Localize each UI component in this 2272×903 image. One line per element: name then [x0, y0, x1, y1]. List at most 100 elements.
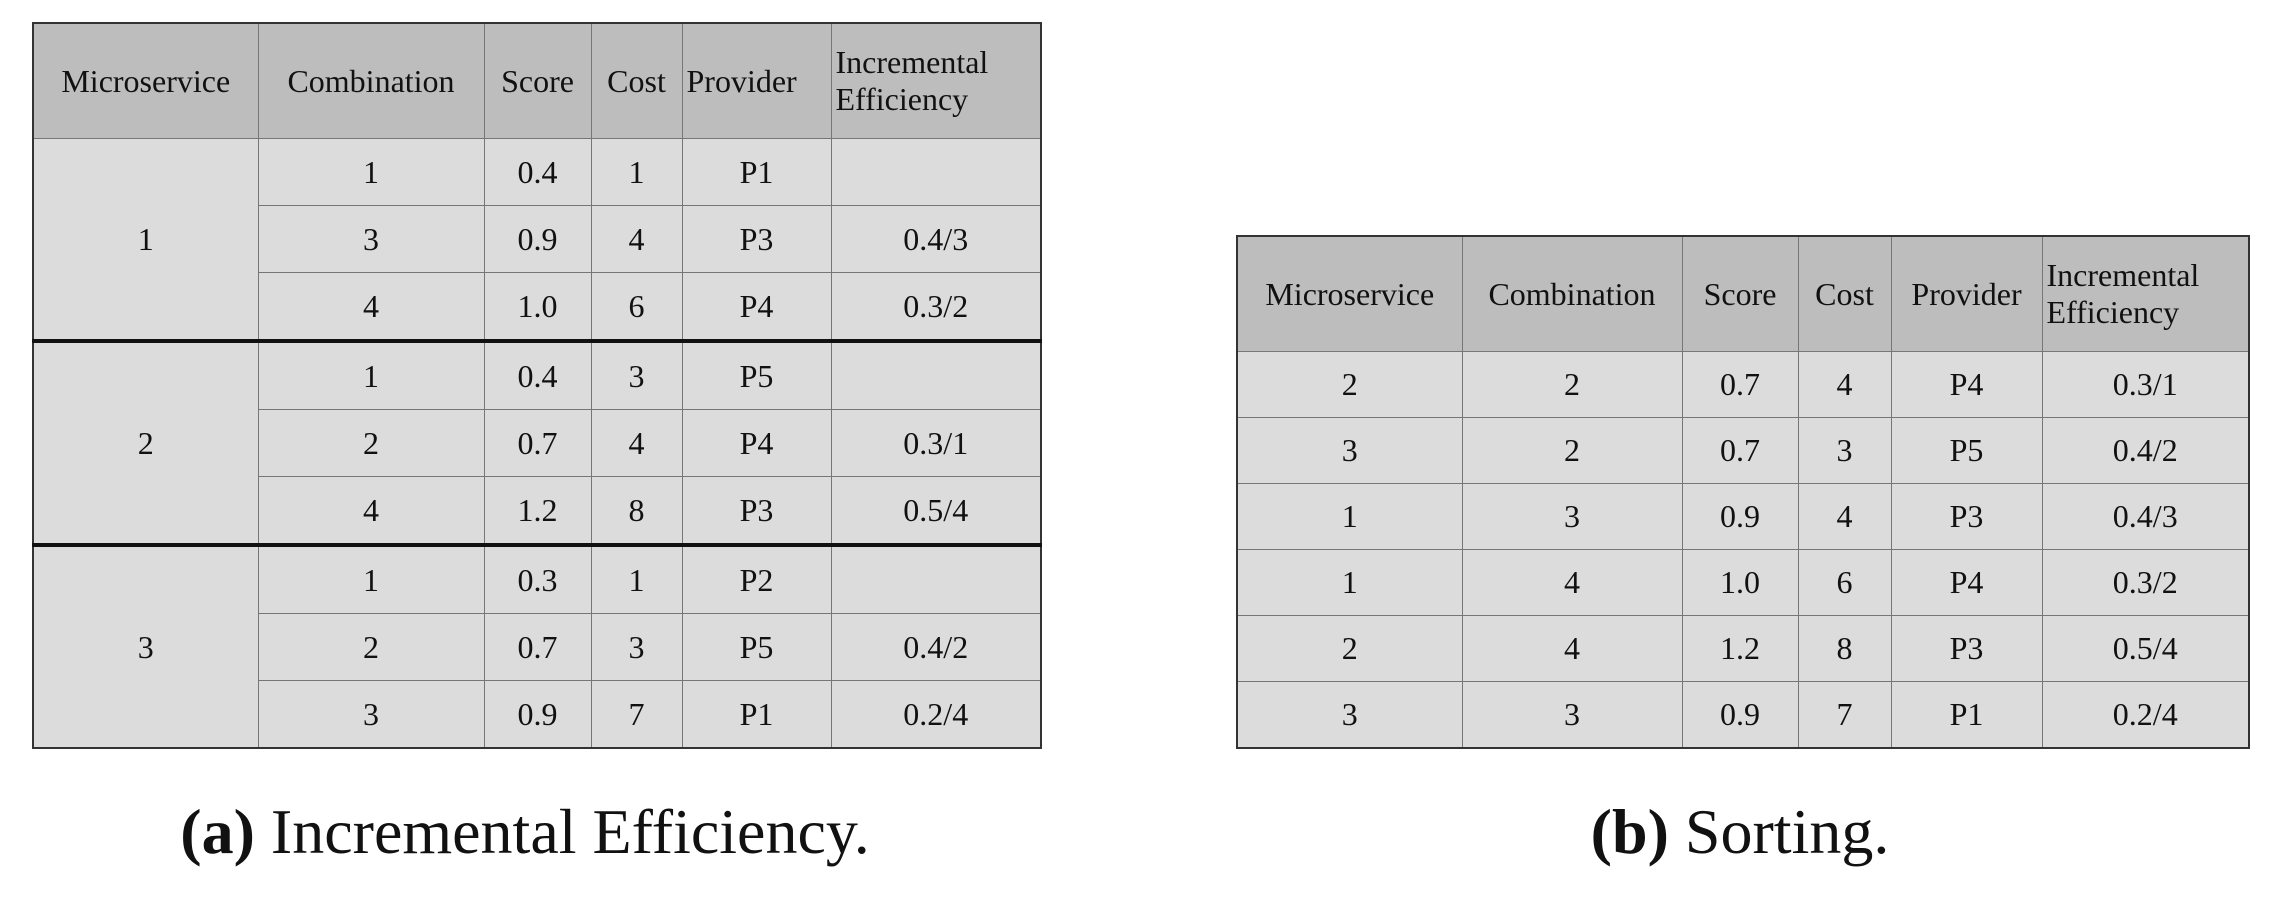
cell: 3	[1461, 681, 1683, 749]
cell: 2	[1236, 615, 1463, 682]
microservice-cell: 1	[32, 138, 259, 342]
cell: 0.3/1	[830, 409, 1042, 477]
cell: 4	[590, 205, 683, 273]
row: 2 4 1.2 8 P3 0.5/4	[1236, 615, 2250, 682]
cell: 1.0	[1681, 549, 1799, 616]
cell: 6	[1797, 549, 1892, 616]
cell: P1	[681, 680, 832, 749]
cell: 0.5/4	[2041, 615, 2250, 682]
header-row: Microservice Combination Score Cost Provider…	[1236, 235, 2250, 352]
cell: 0.4/2	[2041, 417, 2250, 484]
cell: P4	[681, 272, 832, 342]
cell: 3	[1236, 681, 1463, 749]
caption-label: (b)	[1590, 796, 1669, 867]
caption-a: (a) Incremental Efficiency.	[180, 795, 869, 869]
cell: 1	[257, 138, 485, 206]
cell: 8	[1797, 615, 1892, 682]
cell: 0.9	[1681, 681, 1799, 749]
cell: 0.9	[483, 205, 592, 273]
cell: 6	[590, 272, 683, 342]
cell: 1	[590, 543, 683, 614]
cell: 0.7	[1681, 351, 1799, 418]
cell: P3	[681, 205, 832, 273]
caption-text: Sorting.	[1684, 796, 1890, 867]
cell	[830, 543, 1042, 614]
header-cell: Score	[483, 22, 592, 139]
cell: P5	[681, 339, 832, 410]
cell: P4	[681, 409, 832, 477]
cell: 4	[1797, 351, 1892, 418]
cell: 3	[257, 680, 485, 749]
cell: P5	[681, 613, 832, 681]
row: 4 1.2 8 P3 0.5/4	[33, 476, 1042, 546]
cell: 0.4/3	[830, 205, 1042, 273]
header-cell: Microservice	[1236, 235, 1463, 352]
header-cell: Provider	[1890, 235, 2043, 352]
header-cell: Incremental Efficiency	[830, 22, 1042, 139]
table-b: Microservice Combination Score Cost Provider…	[1236, 235, 2250, 749]
cell: P1	[1890, 681, 2043, 749]
cell: 1	[257, 543, 485, 614]
cell: 0.3/2	[2041, 549, 2250, 616]
cell: P4	[1890, 351, 2043, 418]
header-cell: Provider	[681, 22, 832, 139]
cell: P5	[1890, 417, 2043, 484]
cell: 3	[590, 339, 683, 410]
cell: 0.5/4	[830, 476, 1042, 546]
cell: 4	[1461, 615, 1683, 682]
cell: 3	[1461, 483, 1683, 550]
cell: 2	[1461, 417, 1683, 484]
row: 2 2 0.7 4 P4 0.3/1	[1236, 351, 2250, 418]
cell: 1.0	[483, 272, 592, 342]
header-cell: Cost	[1797, 235, 1892, 352]
cell: 0.4/3	[2041, 483, 2250, 550]
cell: P3	[681, 476, 832, 546]
cell: P2	[681, 543, 832, 614]
cell: 3	[590, 613, 683, 681]
cell: 0.7	[483, 613, 592, 681]
row: 3 1 0.3 1 P2	[32, 543, 1042, 749]
cell: 0.4/2	[830, 613, 1042, 681]
cell: 4	[257, 272, 485, 342]
row: 3 3 0.9 7 P1 0.2/4	[1236, 681, 2250, 749]
cell: 0.7	[1681, 417, 1799, 484]
cell: P3	[1890, 615, 2043, 682]
cell: 1	[1236, 483, 1463, 550]
cell: 4	[590, 409, 683, 477]
cell: 0.3	[483, 543, 592, 614]
cell: 4	[1461, 549, 1683, 616]
cell: 0.7	[483, 409, 592, 477]
row: 4 1.0 6 P4 0.3/2	[33, 272, 1042, 342]
microservice-cell: 3	[32, 543, 259, 749]
caption-b: (b) Sorting.	[1591, 795, 1890, 869]
cell: 2	[257, 409, 485, 477]
header-cell: Score	[1681, 235, 1799, 352]
cell: 4	[1797, 483, 1892, 550]
cell: P4	[1890, 549, 2043, 616]
row: 3 0.9 7 P1 0.2/4	[33, 680, 1042, 749]
row: 1 3 0.9 4 P3 0.4/3	[1236, 483, 2250, 550]
header-cell: Combination	[257, 22, 485, 139]
cell: 2	[1461, 351, 1683, 418]
microservice-cell: 2	[32, 339, 259, 546]
header-cell: Incremental Efficiency	[2041, 235, 2250, 352]
caption-label: (a)	[180, 796, 255, 867]
cell: 3	[257, 205, 485, 273]
cell: P1	[681, 138, 832, 206]
cell: P3	[1890, 483, 2043, 550]
row: 3 0.9 4 P3 0.4/3	[33, 205, 1042, 273]
cell: 8	[590, 476, 683, 546]
row: 1 1 0.4 1 P1	[32, 138, 1042, 342]
row: 2 0.7 4 P4 0.3/1	[33, 409, 1042, 477]
cell	[830, 339, 1042, 410]
cell: 4	[257, 476, 485, 546]
cell: 7	[590, 680, 683, 749]
row: 2 0.7 3 P5 0.4/2	[33, 613, 1042, 681]
cell: 0.2/4	[830, 680, 1042, 749]
cell: 1	[1236, 549, 1463, 616]
cell: 1.2	[483, 476, 592, 546]
cell: 0.9	[1681, 483, 1799, 550]
cell	[830, 138, 1042, 206]
cell: 1.2	[1681, 615, 1799, 682]
header-row: Microservice Combination Score Cost Provider…	[32, 22, 1042, 139]
